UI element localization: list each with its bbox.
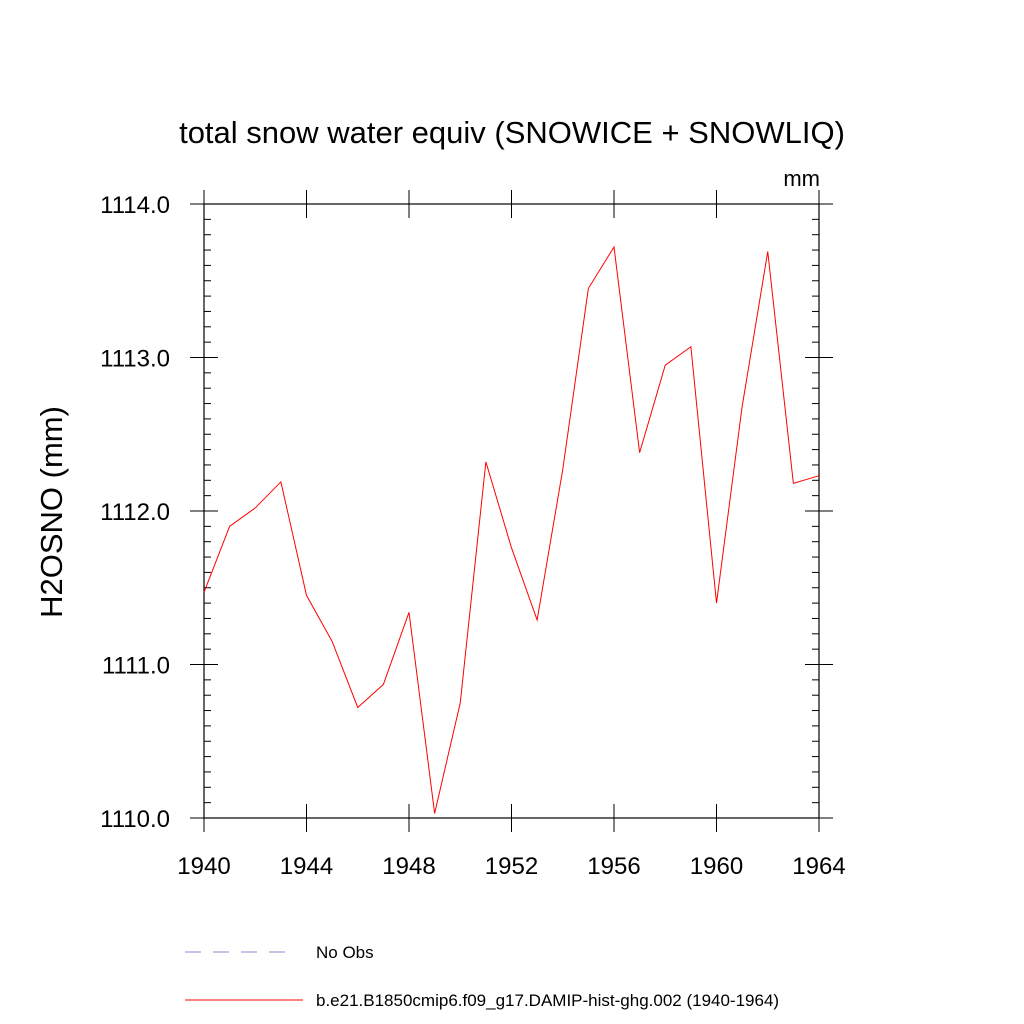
legend-label-model: b.e21.B1850cmip6.f09_g17.DAMIP-hist-ghg.… — [316, 991, 779, 1010]
y-axis-label: H2OSNO (mm) — [34, 406, 69, 618]
units-label: mm — [783, 166, 820, 191]
chart-title: total snow water equiv (SNOWICE + SNOWLI… — [179, 115, 845, 150]
y-tick-label: 1111.0 — [102, 653, 170, 680]
x-tick-label: 1964 — [792, 853, 845, 880]
x-tick-label: 1956 — [587, 853, 640, 880]
x-tick-labels: 1940 1944 1948 1952 1956 1960 1964 — [177, 853, 845, 880]
series-layer — [203, 245, 820, 814]
x-tick-label: 1944 — [280, 853, 333, 880]
y-tick-label: 1114.0 — [100, 192, 170, 219]
legend-label-no-obs: No Obs — [316, 943, 374, 962]
y-tick-label: 1110.0 — [100, 806, 170, 833]
x-tick-label: 1948 — [382, 853, 435, 880]
y-tick-label: 1113.0 — [100, 346, 170, 373]
x-tick-label: 1952 — [485, 853, 538, 880]
x-tick-label: 1940 — [177, 853, 230, 880]
plot-frame — [203, 203, 820, 819]
x-tick-label: 1960 — [690, 853, 743, 880]
series-line-1 — [203, 245, 820, 814]
y-tick-label: 1112.0 — [100, 499, 170, 526]
legend: No Obs b.e21.B1850cmip6.f09_g17.DAMIP-hi… — [185, 943, 779, 1010]
axis-ticks — [190, 190, 833, 832]
y-tick-labels: 1110.0 1111.0 1112.0 1113.0 1114.0 — [100, 192, 170, 833]
